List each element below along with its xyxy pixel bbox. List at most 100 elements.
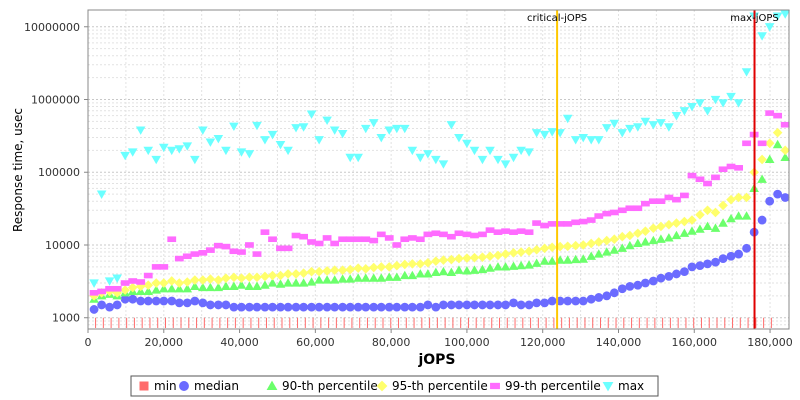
legend: min median 90-th percentile 95-th percentil…	[130, 375, 659, 397]
90-th-percentile-point	[353, 273, 363, 282]
median-point	[174, 298, 184, 308]
95-th-percentile-point	[687, 215, 697, 225]
90-th-percentile-point	[446, 267, 457, 276]
max-point	[570, 136, 581, 145]
max-point	[275, 140, 286, 150]
99-th-percentile-point	[182, 253, 192, 260]
95-th-percentile-point	[741, 192, 752, 203]
max-point	[516, 146, 526, 156]
99-th-percentile-point	[470, 232, 479, 239]
99-th-percentile-point	[105, 285, 114, 292]
median-point	[159, 296, 169, 306]
y-tick-label: 1000	[52, 312, 80, 325]
median-point	[237, 302, 246, 312]
90-th-percentile-point	[710, 223, 721, 232]
max-point	[741, 68, 752, 77]
99-th-percentile-point	[672, 196, 681, 203]
99-th-percentile-point	[501, 228, 510, 234]
99-th-percentile-point	[167, 236, 177, 243]
median-point	[718, 254, 728, 263]
99-th-percentile-point	[602, 210, 612, 217]
max-point	[477, 155, 488, 165]
99-th-percentile-point	[237, 249, 246, 255]
99-th-percentile-point	[159, 264, 169, 270]
99-th-percentile-point	[299, 233, 309, 240]
95-th-percentile-point	[772, 127, 783, 138]
95-th-percentile-point	[236, 273, 247, 283]
90-th-percentile-point	[329, 275, 340, 284]
legend-swatch-min	[139, 381, 149, 391]
90-th-percentile-point	[229, 281, 239, 290]
max-point	[376, 133, 387, 143]
90-th-percentile-point	[741, 211, 752, 220]
90-th-percentile-point	[562, 255, 573, 264]
median-point	[757, 215, 767, 225]
90-th-percentile-point	[593, 249, 604, 258]
median-point	[283, 302, 293, 312]
90-th-percentile-point	[221, 281, 231, 290]
99-th-percentile-point	[276, 245, 285, 252]
95-th-percentile-point	[733, 192, 744, 203]
median-point	[384, 302, 394, 312]
90-th-percentile-point	[733, 211, 744, 220]
max-point	[764, 23, 775, 32]
99-th-percentile-point	[221, 243, 231, 250]
90-th-percentile-point	[345, 274, 356, 283]
90-th-percentile-point	[454, 265, 464, 274]
95-th-percentile-point	[368, 262, 379, 273]
90-th-percentile-point	[291, 278, 301, 287]
max-point	[710, 95, 721, 105]
series-median	[89, 189, 790, 314]
median-point	[711, 257, 720, 267]
max-point	[198, 126, 208, 135]
median-point	[680, 267, 689, 277]
max-point	[205, 138, 216, 147]
90-th-percentile-point	[252, 281, 262, 290]
median-point	[252, 302, 262, 312]
max-point	[539, 130, 550, 140]
90-th-percentile-point	[687, 226, 697, 235]
90-th-percentile-point	[656, 234, 666, 243]
99-th-percentile-point	[376, 231, 386, 238]
95-th-percentile-point	[671, 218, 682, 228]
95-th-percentile-point	[469, 252, 480, 263]
90-th-percentile-point	[648, 235, 659, 245]
legend-label-99-th-percentile: 99-th percentile	[505, 379, 601, 393]
median-point	[415, 302, 425, 312]
95-th-percentile-point	[726, 194, 736, 205]
95-th-percentile-point	[283, 269, 293, 279]
x-tick-label: 40,000	[220, 336, 259, 349]
median-point	[656, 273, 666, 283]
95-th-percentile-point	[640, 226, 651, 236]
95-th-percentile-point	[679, 216, 690, 227]
99-th-percentile-point	[174, 255, 184, 262]
95-th-percentile-point	[314, 266, 324, 277]
median-point	[120, 294, 130, 304]
95-th-percentile-point	[500, 249, 511, 259]
99-th-percentile-point	[695, 176, 705, 183]
90-th-percentile-point	[531, 258, 542, 267]
95-th-percentile-point	[267, 270, 278, 281]
median-point	[151, 296, 161, 306]
max-point	[633, 123, 643, 132]
90-th-percentile-point	[516, 260, 526, 270]
99-th-percentile-point	[516, 228, 526, 234]
max-point	[640, 117, 651, 127]
legend-label-90-th-percentile: 90-th percentile	[282, 379, 378, 393]
95-th-percentile-point	[562, 241, 573, 252]
median-point	[672, 269, 681, 279]
max-point	[601, 124, 612, 133]
95-th-percentile-point	[275, 270, 286, 281]
median-point	[687, 262, 697, 272]
median-point	[392, 302, 402, 312]
95-th-percentile-point	[182, 277, 193, 287]
max-point	[345, 153, 356, 163]
median-point	[276, 302, 285, 312]
legend-swatch-95-th-percentile	[376, 380, 388, 392]
99-th-percentile-point	[307, 239, 316, 245]
median-point	[648, 276, 658, 286]
95-th-percentile-point	[695, 210, 705, 220]
max-point	[702, 107, 713, 116]
99-th-percentile-point	[617, 207, 627, 214]
95-th-percentile-point	[174, 278, 185, 288]
